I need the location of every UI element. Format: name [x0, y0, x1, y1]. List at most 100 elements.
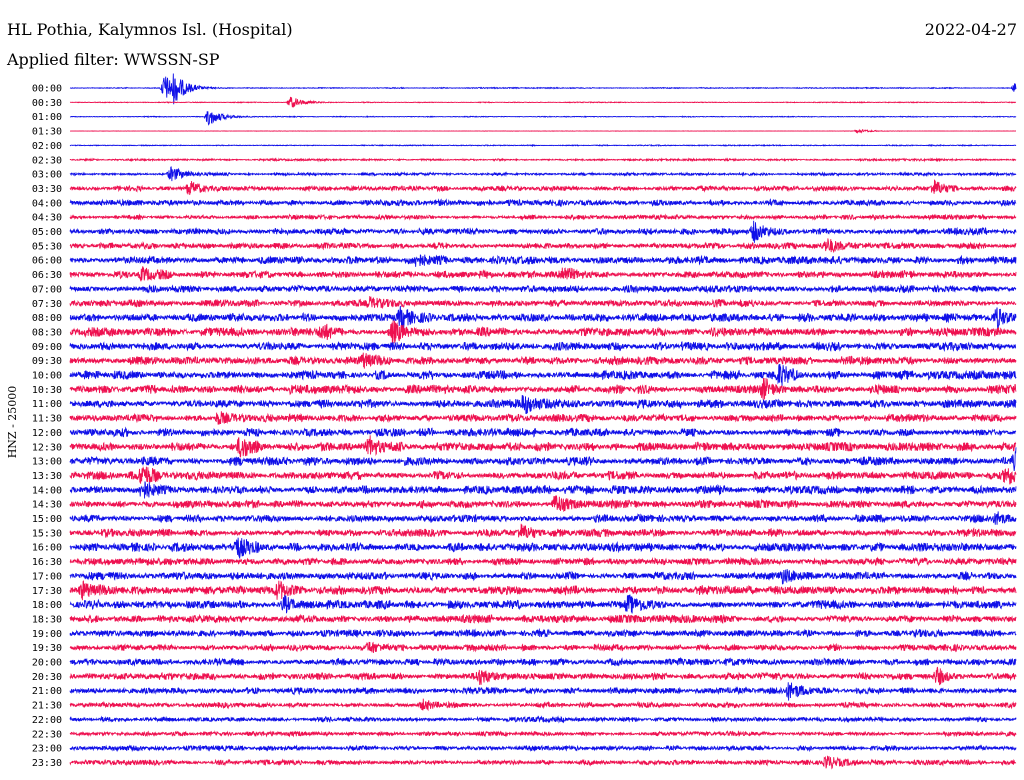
trace-2100	[69, 682, 1017, 701]
trace-2030	[69, 666, 1017, 686]
trace-0530	[69, 238, 1017, 254]
time-tick-label: 02:30	[32, 155, 62, 166]
trace-0030	[69, 96, 1017, 108]
trace-0230	[69, 157, 1017, 163]
trace-0500	[69, 220, 1017, 243]
trace-2330	[69, 755, 1017, 770]
time-tick-label: 01:00	[32, 112, 62, 123]
time-tick-label: 22:30	[32, 729, 62, 740]
trace-1030	[69, 377, 1017, 400]
time-tick-label: 17:30	[32, 586, 62, 597]
time-tick-label: 05:00	[32, 227, 62, 238]
trace-0630	[69, 266, 1017, 282]
time-tick-label: 23:30	[32, 758, 62, 769]
time-tick-label: 15:00	[32, 514, 62, 525]
trace-2000	[69, 656, 1017, 667]
trace-1500	[69, 511, 1017, 525]
record-date: 2022-04-27	[924, 20, 1017, 39]
trace-0600	[69, 254, 1017, 267]
time-tick-label: 00:00	[32, 84, 62, 95]
trace-0330	[69, 179, 1017, 195]
time-tick-label: 09:30	[32, 356, 62, 367]
time-tick-label: 15:30	[32, 528, 62, 539]
time-tick-label: 22:00	[32, 715, 62, 726]
time-tick-label: 16:30	[32, 557, 62, 568]
trace-0300	[69, 166, 1017, 182]
trace-0700	[69, 283, 1017, 295]
time-tick-label: 03:30	[32, 184, 62, 195]
trace-0900	[69, 340, 1017, 352]
trace-2200	[69, 715, 1017, 724]
time-tick-label: 09:00	[32, 342, 62, 353]
trace-1530	[69, 523, 1017, 539]
time-tick-label: 06:00	[32, 256, 62, 267]
time-tick-label: 03:00	[32, 170, 62, 181]
trace-1000	[69, 363, 1017, 387]
trace-1830	[69, 613, 1017, 625]
time-tick-label: 06:30	[32, 270, 62, 281]
time-tick-label: 02:00	[32, 141, 62, 152]
time-tick-label: 08:30	[32, 327, 62, 338]
trace-1600	[69, 537, 1017, 559]
trace-1430	[69, 495, 1017, 513]
trace-0200	[69, 143, 1017, 148]
time-tick-label: 10:00	[32, 371, 62, 382]
trace-0800	[69, 305, 1017, 330]
trace-0100	[69, 111, 1017, 126]
trace-1100	[69, 394, 1017, 414]
trace-0830	[69, 320, 1017, 345]
trace-2130	[69, 698, 1017, 712]
trace-1700	[69, 569, 1017, 585]
station-title: HL Pothia, Kalymnos Isl. (Hospital)	[7, 20, 293, 39]
time-tick-label: 12:00	[32, 428, 62, 439]
time-tick-label: 17:00	[32, 571, 62, 582]
trace-0130	[70, 128, 1016, 134]
seismic-traces	[69, 73, 1017, 770]
trace-0930	[69, 352, 1017, 369]
time-tick-label: 11:30	[32, 414, 62, 425]
time-tick-label: 10:30	[32, 385, 62, 396]
time-tick-label: 05:30	[32, 241, 62, 252]
time-tick-label: 13:30	[32, 471, 62, 482]
trace-0730	[69, 295, 1017, 310]
time-tick-label: 04:00	[32, 198, 62, 209]
time-tick-label: 21:30	[32, 701, 62, 712]
trace-1200	[69, 426, 1017, 438]
trace-1300	[69, 447, 1017, 471]
trace-0400	[69, 198, 1017, 208]
trace-1800	[69, 594, 1017, 614]
filter-label: Applied filter: WWSSN-SP	[7, 50, 220, 69]
time-tick-label: 18:00	[32, 600, 62, 611]
trace-1230	[69, 435, 1017, 458]
time-tick-label: 13:00	[32, 457, 62, 468]
y-axis-label: HNZ - 25000	[6, 386, 19, 459]
trace-1900	[69, 627, 1017, 639]
trace-2230	[69, 730, 1017, 738]
time-tick-label: 12:30	[32, 442, 62, 453]
time-tick-label: 18:30	[32, 614, 62, 625]
trace-0430	[69, 213, 1017, 222]
trace-0000	[69, 73, 1017, 105]
time-tick-label: 23:00	[32, 744, 62, 755]
time-tick-label: 16:00	[32, 543, 62, 554]
time-tick-label: 20:30	[32, 672, 62, 683]
trace-1630	[69, 556, 1017, 567]
time-tick-label: 01:30	[32, 127, 62, 138]
trace-1330	[69, 466, 1017, 485]
time-tick-label: 07:00	[32, 284, 62, 295]
time-tick-label: 14:00	[32, 485, 62, 496]
trace-1400	[69, 481, 1017, 499]
trace-1130	[69, 411, 1017, 425]
time-tick-label: 08:00	[32, 313, 62, 324]
time-tick-labels: 00:00 00:30 01:00 01:30 02:00 02:30 03:00 03:30…	[32, 84, 62, 769]
time-tick-label: 21:00	[32, 686, 62, 697]
time-tick-label: 04:30	[32, 213, 62, 224]
time-tick-label: 07:30	[32, 299, 62, 310]
trace-1730	[69, 580, 1017, 601]
time-tick-label: 19:30	[32, 643, 62, 654]
time-tick-label: 14:30	[32, 500, 62, 511]
time-tick-label: 00:30	[32, 98, 62, 109]
time-tick-label: 20:00	[32, 658, 62, 669]
time-tick-label: 11:00	[32, 399, 62, 410]
